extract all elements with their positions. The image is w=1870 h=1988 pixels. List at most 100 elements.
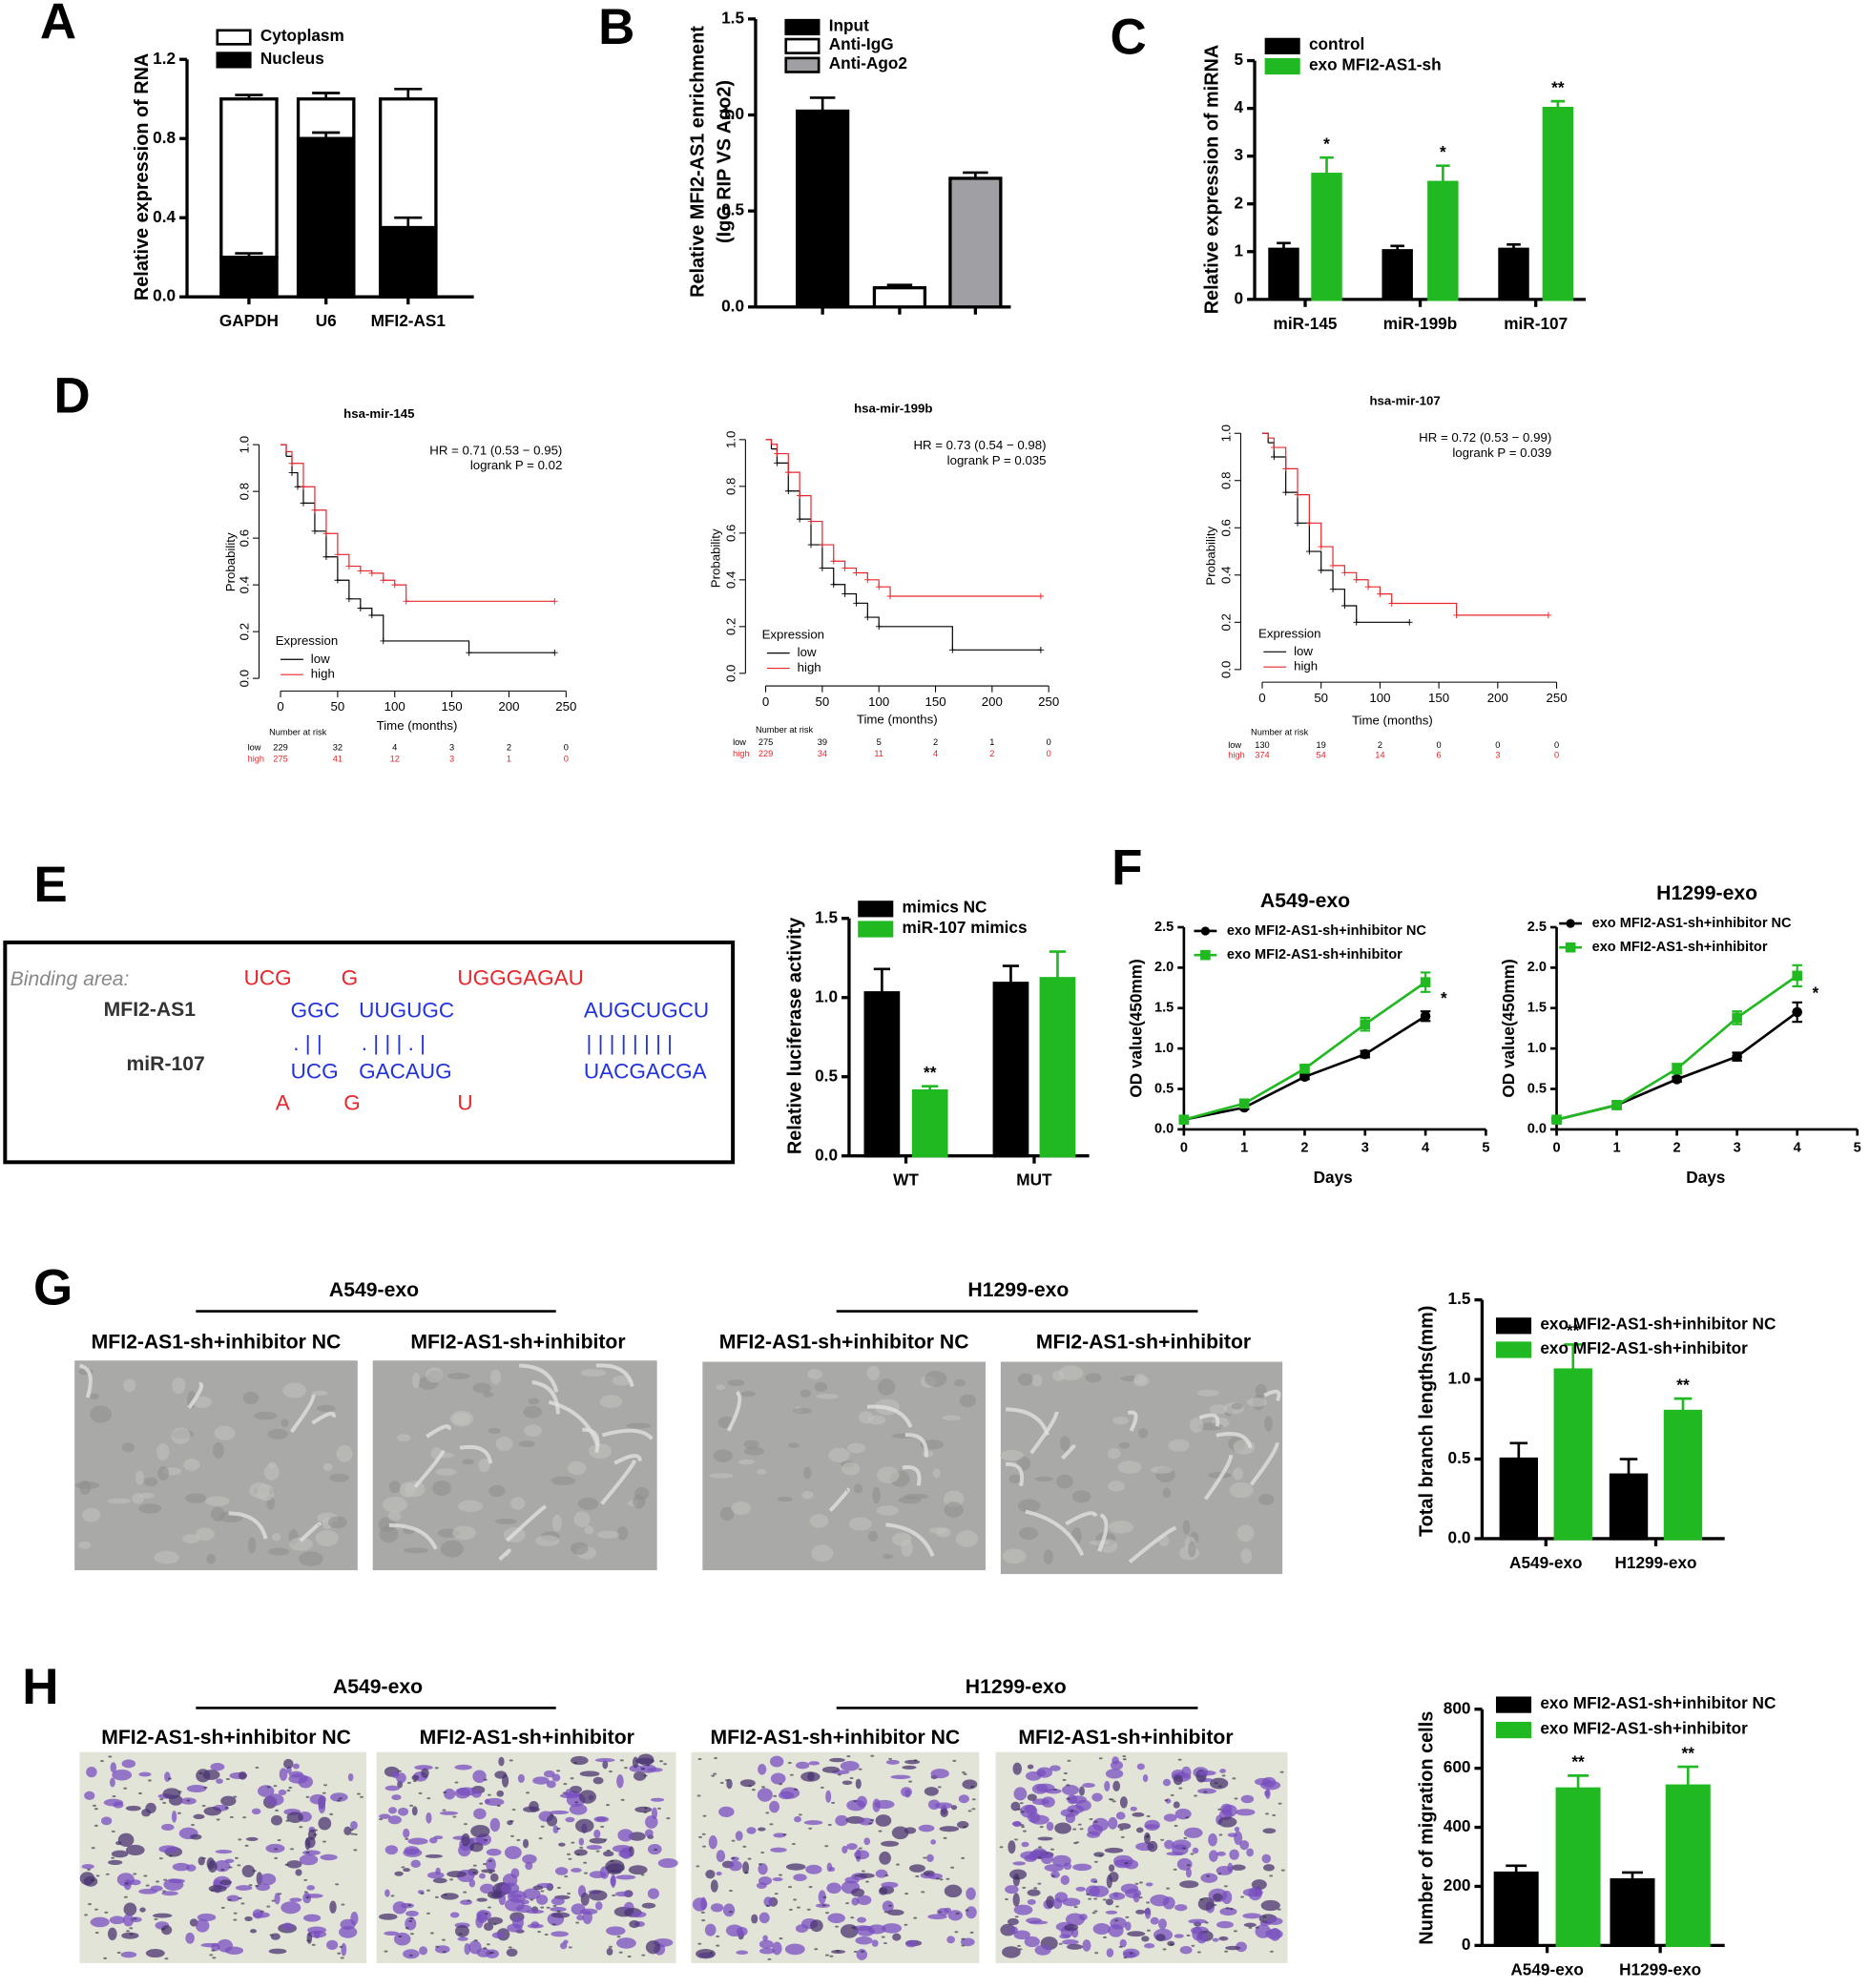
texture [239,1771,247,1780]
texture [700,1911,705,1914]
group-title: H1299-exo [967,1279,1069,1301]
texture [425,1853,443,1858]
survival-step [788,471,800,496]
texture [335,1883,340,1886]
texture [1213,1903,1217,1907]
texture [938,1911,943,1914]
texture [1021,1826,1026,1829]
texture [458,1500,483,1513]
texture [551,1773,561,1782]
texture [1012,1762,1022,1775]
texture [126,1930,130,1933]
texture [1014,1876,1019,1879]
texture [1164,1839,1174,1850]
y-tick-label: 0.6 [723,525,738,542]
texture [960,1937,975,1947]
texture [1206,1874,1211,1877]
texture [121,1932,139,1939]
texture [739,1779,756,1788]
texture [163,1878,168,1881]
texture [461,1833,470,1847]
texture [1049,1765,1061,1771]
texture [1033,1887,1038,1890]
texture [1183,1836,1188,1839]
texture [704,1923,717,1936]
texture [546,1780,556,1789]
texture [719,1781,724,1784]
sequence-name: miR-107 [126,1053,204,1075]
texture [341,1942,347,1957]
texture [442,1951,447,1954]
texture [489,1817,501,1833]
texture [1218,1833,1223,1836]
texture [1112,1756,1119,1765]
texture [701,1833,706,1835]
texture [1240,1895,1245,1898]
texture [347,1772,354,1782]
texture [323,1784,328,1787]
texture [121,1442,135,1453]
chart-title: hsa-mir-107 [1369,394,1440,408]
texture [564,1875,569,1878]
texture [299,1522,322,1543]
texture [161,1891,178,1896]
risk-count: 3 [449,754,454,763]
texture [109,1777,115,1788]
texture [1012,1820,1022,1828]
texture [1098,1854,1103,1857]
texture [526,1909,545,1915]
texture [1060,1874,1070,1886]
texture [1220,1803,1233,1814]
texture [225,1777,230,1780]
texture [965,1909,969,1912]
texture [538,1837,543,1840]
texture [886,1909,904,1916]
texture [434,1945,450,1954]
texture [1185,1816,1190,1819]
risk-row-label: low [733,737,746,747]
texture [959,1394,977,1408]
texture [458,1933,463,1936]
texture [1172,1839,1192,1851]
y-tick-label: 600 [1444,1757,1471,1776]
texture [275,1809,280,1812]
texture [1037,1836,1053,1841]
texture [805,1864,822,1874]
texture [84,1791,95,1801]
sequence-text: GACAUG [359,1059,452,1083]
texture [1196,1389,1219,1397]
survival-step [1285,467,1299,495]
legend-swatch [858,901,894,918]
texture [616,1936,621,1938]
texture [185,1493,207,1503]
texture [826,1882,842,1895]
legend-swatch [784,56,821,73]
risk-count: 374 [1255,750,1269,759]
legend-swatch [858,921,894,938]
risk-count: 2 [989,749,994,758]
risk-count: 3 [449,742,454,752]
texture [901,1539,913,1557]
survival-step [1261,432,1269,439]
texture [157,1465,169,1481]
texture [441,1938,446,1941]
texture [1056,1474,1073,1489]
texture [958,1794,969,1804]
texture [336,1799,341,1802]
texture [384,1931,399,1936]
texture [772,1876,783,1882]
texture [433,1835,444,1840]
risk-row-label: high [1228,750,1245,759]
texture [1093,1860,1098,1863]
texture [401,1866,405,1869]
texture [1058,1942,1063,1945]
texture [950,1805,958,1811]
texture [1229,1849,1239,1860]
texture [835,1949,840,1953]
texture [483,1922,494,1931]
texture [883,1911,888,1914]
texture [767,1957,772,1960]
texture [432,1480,451,1497]
texture [248,1537,257,1554]
significance-mark: * [1440,142,1446,161]
